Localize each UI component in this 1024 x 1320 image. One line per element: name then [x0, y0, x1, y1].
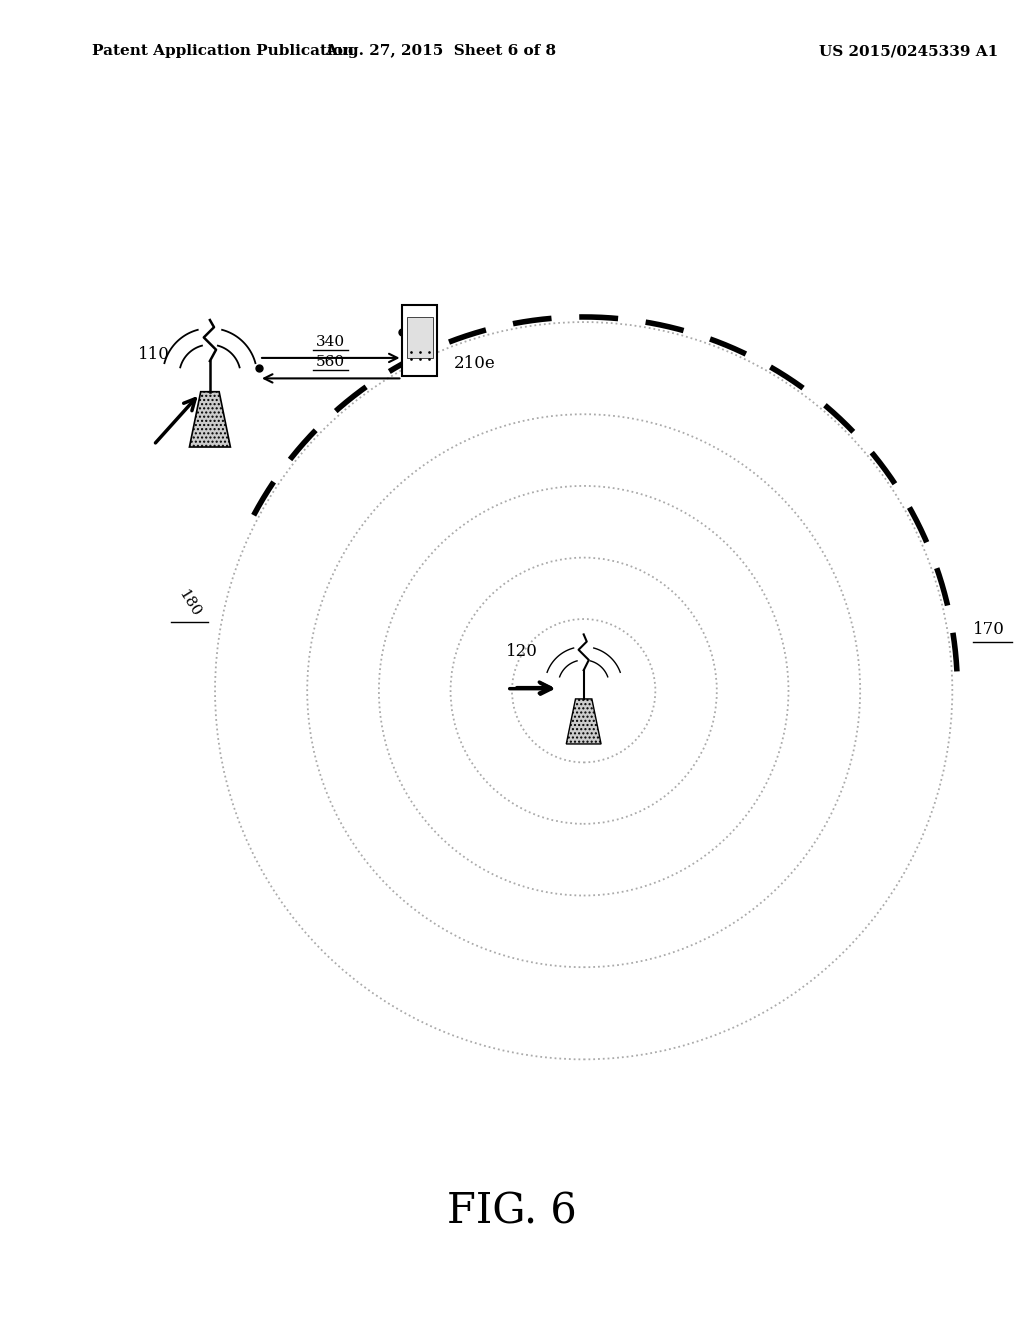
Text: US 2015/0245339 A1: US 2015/0245339 A1: [819, 45, 998, 58]
Text: FIG. 6: FIG. 6: [447, 1191, 577, 1233]
Polygon shape: [407, 317, 433, 358]
Polygon shape: [189, 392, 230, 447]
Text: 110: 110: [137, 346, 170, 363]
Text: 210e: 210e: [454, 355, 496, 371]
Text: Aug. 27, 2015  Sheet 6 of 8: Aug. 27, 2015 Sheet 6 of 8: [325, 45, 556, 58]
Text: 340: 340: [316, 335, 345, 348]
Polygon shape: [402, 305, 437, 376]
Text: 560: 560: [316, 355, 345, 370]
Text: 120: 120: [506, 643, 539, 660]
Text: Patent Application Publication: Patent Application Publication: [92, 45, 354, 58]
Text: 170: 170: [973, 620, 1005, 638]
Text: 180: 180: [176, 587, 203, 619]
Polygon shape: [566, 698, 601, 744]
